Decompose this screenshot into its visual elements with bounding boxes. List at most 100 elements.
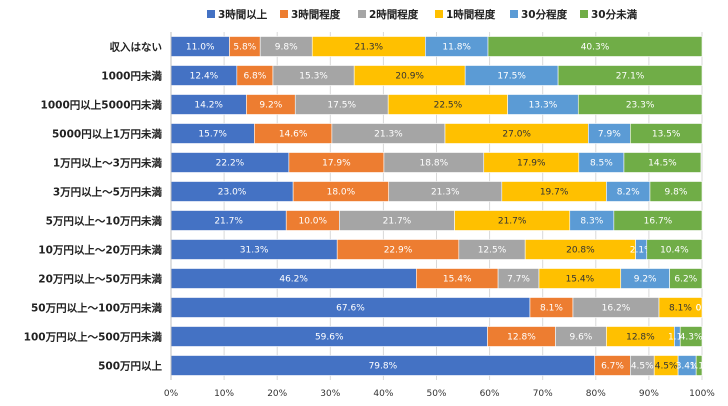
legend-entry: 3時間程度 <box>291 8 341 21</box>
bar-segment <box>646 239 703 260</box>
x-axis-ticks: 0% 10% 20% 30% 40% 50% 60% 70% 80% 90% 100% <box>164 389 715 399</box>
data-label: 46.2% <box>279 275 308 285</box>
category-label: 10万円以上～20万円未満 <box>38 244 162 257</box>
data-label: 19.7% <box>540 188 569 198</box>
data-label: 8.5% <box>590 159 613 169</box>
legend-entry: 1時間程度 <box>446 8 496 21</box>
x-tick-label: 20% <box>267 389 287 399</box>
x-tick-label: 80% <box>586 389 606 399</box>
data-label: 21.7% <box>498 217 527 227</box>
data-label: 8.2% <box>617 188 640 198</box>
data-label: 23.0% <box>218 188 247 198</box>
category-label: 1000円未満 <box>101 70 162 83</box>
category-label: 5000円以上1万円未満 <box>52 128 163 141</box>
category-labels: 収入はない 1000円未満 1000円以上5000円未満 5000円以上1万円未満 1万… <box>24 42 163 373</box>
x-tick-label: 50% <box>426 389 446 399</box>
gridlines <box>170 32 703 380</box>
data-label: 6.8% <box>243 72 266 82</box>
data-label: 16.7% <box>644 217 673 227</box>
data-label: 21.7% <box>383 217 412 227</box>
data-label: 10.0% <box>298 217 327 227</box>
data-label: 5.8% <box>233 43 256 53</box>
data-label: 9.8% <box>275 43 298 53</box>
bar-segment <box>557 65 703 86</box>
x-tick-label: 100% <box>689 389 715 399</box>
category-label: 3万円以上～5万円未満 <box>53 186 163 199</box>
data-label: 15.7% <box>198 130 227 140</box>
legend-entry: 30分程度 <box>521 8 568 21</box>
data-label: 59.6% <box>315 333 344 343</box>
x-tick-label: 40% <box>373 389 393 399</box>
bar-segment <box>630 123 703 144</box>
data-label: 12.5% <box>478 246 507 256</box>
data-label: 8.1% <box>669 304 692 314</box>
data-label: 20.9% <box>395 72 424 82</box>
bar-segment <box>658 297 703 318</box>
legend-swatch <box>435 10 443 18</box>
category-label: 収入はない <box>110 42 163 54</box>
legend-swatch <box>358 10 366 18</box>
bar-segment <box>669 268 703 289</box>
data-label: 0.0% <box>696 304 719 314</box>
data-label: 16.2% <box>602 304 631 314</box>
data-label: 22.2% <box>216 159 245 169</box>
data-label: 17.9% <box>322 159 351 169</box>
data-label: 9.8% <box>665 188 688 198</box>
category-label: 50万円以上～100万円未満 <box>31 302 163 315</box>
data-label: 31.3% <box>240 246 269 256</box>
data-label: 12.8% <box>507 333 536 343</box>
x-tick-label: 10% <box>214 389 234 399</box>
data-label: 4.5% <box>655 362 678 372</box>
data-label: 14.6% <box>279 130 308 140</box>
legend-entry: 2時間程度 <box>369 8 419 21</box>
legend-swatch <box>280 10 288 18</box>
data-label: 6.2% <box>674 275 697 285</box>
bars: 11.0% 5.8% 9.8% 21.3% 11.8% 40.3% 12.4% 6.8% 15.… <box>170 36 719 376</box>
data-label: 18.0% <box>327 188 356 198</box>
data-label: 2.1% <box>630 246 653 256</box>
category-label: 100万円以上～500万円未満 <box>24 331 163 344</box>
data-label: 27.1% <box>616 72 645 82</box>
data-label: 4.5% <box>631 362 654 372</box>
data-label: 6.7% <box>601 362 624 372</box>
data-label: 1.1% <box>690 362 713 372</box>
x-tick-label: 70% <box>533 389 553 399</box>
data-label: 7.7% <box>507 275 530 285</box>
data-label: 20.8% <box>566 246 595 256</box>
data-label: 17.5% <box>497 72 526 82</box>
category-label: 20万円以上～50万円未満 <box>38 273 162 286</box>
bar-segment <box>623 152 702 173</box>
data-label: 17.9% <box>517 159 546 169</box>
bar-segment <box>577 94 703 115</box>
data-label: 15.4% <box>443 275 472 285</box>
bar-segment <box>695 355 703 376</box>
data-label: 9.6% <box>569 333 592 343</box>
data-label: 7.9% <box>598 130 621 140</box>
data-label: 11.8% <box>442 43 471 53</box>
x-tick-label: 30% <box>320 389 340 399</box>
data-label: 14.2% <box>194 101 223 111</box>
data-label: 21.3% <box>374 130 403 140</box>
legend-swatch <box>207 10 215 18</box>
category-label: 1万円以上～3万円未満 <box>53 157 163 170</box>
data-label: 27.0% <box>502 130 531 140</box>
bar-segment <box>649 181 703 202</box>
data-label: 40.3% <box>581 43 610 53</box>
data-label: 8.3% <box>580 217 603 227</box>
category-label: 5万円以上～10万円未満 <box>46 215 163 228</box>
legend-swatch <box>580 10 588 18</box>
data-label: 3.4% <box>676 362 699 372</box>
data-label: 0.0% <box>696 304 719 314</box>
data-label: 23.3% <box>626 101 655 111</box>
x-tick-label: 0% <box>164 389 179 399</box>
bar-segment <box>613 210 703 231</box>
category-label: 1000円以上5000円未満 <box>41 99 163 112</box>
legend-swatch <box>510 10 518 18</box>
data-label: 15.3% <box>299 72 328 82</box>
x-tick-label: 90% <box>639 389 659 399</box>
legend-entry: 30分未満 <box>591 8 638 21</box>
data-label: 10.4% <box>660 246 689 256</box>
data-label: 9.2% <box>634 275 657 285</box>
data-label: 18.8% <box>420 159 449 169</box>
